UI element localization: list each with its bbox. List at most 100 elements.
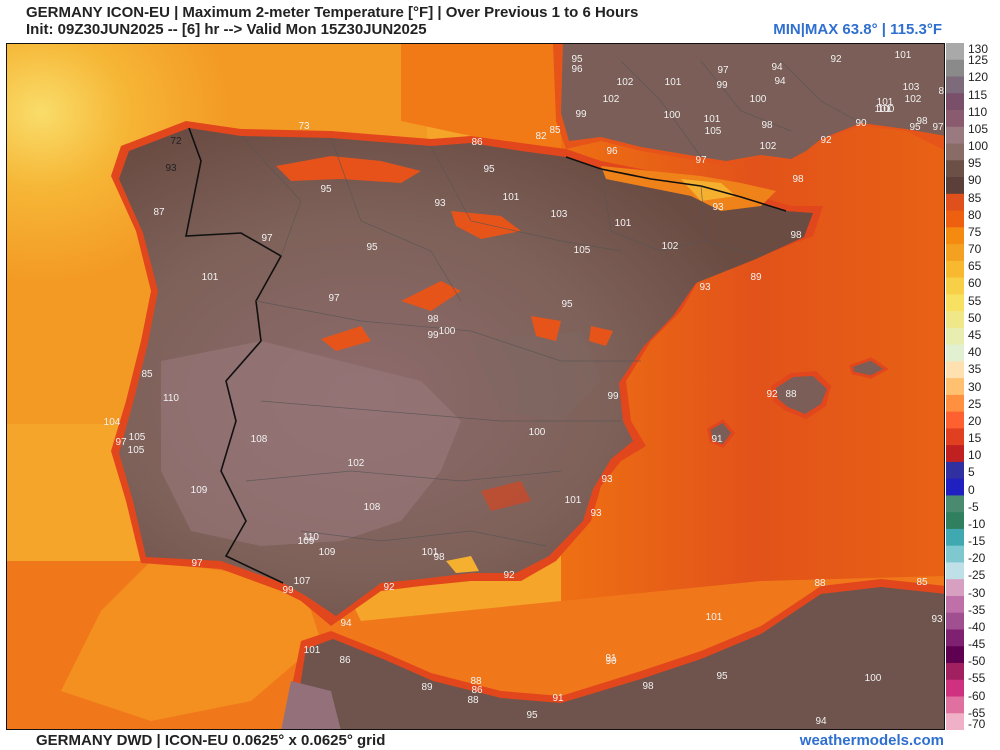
colorbar-tick-label: 125 — [968, 53, 989, 68]
colorbar-tick-label: 90 — [968, 173, 982, 188]
temperature-value: 103 — [551, 209, 568, 220]
temperature-value: 98 — [433, 552, 445, 563]
colorbar-tick-label: 120 — [968, 70, 989, 85]
colorbar-tick-label: 110 — [968, 104, 988, 119]
colorbar-tick-label: 40 — [968, 345, 982, 360]
colorbar-tick-label: -45 — [968, 637, 986, 652]
iberian-range-streak — [451, 211, 521, 239]
temperature-value: 95 — [561, 299, 573, 310]
temperature-value: 110 — [303, 532, 319, 543]
colorbar-tick-label: 130 — [968, 42, 989, 56]
colorbar-tick-label: -60 — [968, 688, 986, 703]
temperature-value: 102 — [603, 94, 620, 105]
temperature-value: 72 — [170, 136, 182, 147]
colorbar-swatch — [946, 177, 964, 195]
temperature-value: 87 — [153, 207, 165, 218]
colorbar-swatch — [946, 646, 964, 664]
temperature-value: 102 — [905, 94, 922, 105]
temperature-value: 104 — [104, 417, 121, 428]
min-max-label: MIN|MAX 63.8° | 115.3°F — [773, 21, 942, 38]
temperature-value: 102 — [348, 458, 365, 469]
temperature-value: 101 — [895, 50, 912, 61]
colorbar-swatch — [946, 361, 964, 379]
colorbar-swatch — [946, 562, 964, 580]
temperature-value: 96 — [571, 64, 583, 75]
colorbar-tick-label: 70 — [968, 242, 982, 257]
colorbar-tick-label: 55 — [968, 293, 982, 308]
temperature-value: 101 — [706, 612, 723, 623]
temperature-value: 101 — [875, 104, 892, 115]
temperature-value: 105 — [705, 126, 722, 137]
temperature-value: 97 — [717, 65, 729, 76]
colorbar-swatch — [946, 76, 964, 94]
country-borders — [185, 127, 787, 584]
colorbar-swatch — [946, 277, 964, 295]
temperature-value: 95 — [571, 54, 583, 65]
colorbar-swatch — [946, 445, 964, 463]
colorbar-swatch — [946, 696, 964, 714]
temperature-value: 94 — [774, 76, 786, 87]
temperature-value: 92 — [830, 54, 842, 65]
colorbar-swatch — [946, 528, 964, 547]
footer-site-link[interactable]: weathermodels.com — [799, 732, 944, 749]
temperature-value: 101 — [304, 645, 321, 656]
colorbar-tick-label: 10 — [968, 448, 982, 463]
colorbar-swatch — [946, 43, 964, 61]
pyrenees-border — [565, 156, 787, 212]
temperature-value: 85 — [916, 577, 928, 588]
colorbar-tick-label: -55 — [968, 671, 986, 686]
temperature-value: 100 — [865, 673, 882, 684]
temperature-value: 107 — [294, 576, 311, 587]
temperature-value: 82 — [535, 131, 547, 142]
temperature-value: 94 — [340, 618, 352, 629]
temperature-value: 101 — [422, 547, 439, 558]
temperature-value: 95 — [526, 710, 538, 721]
temperature-value: 97 — [115, 437, 127, 448]
colorbar-tick-label: 85 — [968, 190, 982, 205]
colorbar-swatch — [946, 679, 964, 697]
temperature-value: 91 — [552, 693, 564, 704]
temperature-value: 90 — [605, 656, 617, 667]
colorbar-swatch — [946, 227, 964, 245]
temperature-value: 88 — [814, 578, 826, 589]
temperature-value: 101 — [503, 192, 520, 203]
temperature-value: 99 — [427, 330, 439, 341]
temperature-value: 86 — [339, 655, 351, 666]
colorbar-tick-label: 25 — [968, 396, 982, 411]
colorbar-swatch — [946, 327, 964, 346]
colorbar-tick-label: -15 — [968, 534, 986, 549]
temperature-value: 102 — [617, 77, 634, 88]
colorbar-tick-label: 60 — [968, 276, 982, 291]
province-borders — [240, 60, 862, 547]
colorbar-tick-label: 100 — [968, 139, 989, 154]
temperature-value: 93 — [931, 614, 943, 625]
map-title: GERMANY ICON-EU | Maximum 2-meter Temper… — [26, 4, 639, 21]
temperature-value: 100 — [529, 427, 546, 438]
temperature-value: 91 — [711, 434, 723, 445]
temperature-value: 110 — [163, 393, 179, 404]
colorbar-tick-label: -30 — [968, 585, 986, 600]
colorbar-swatch — [946, 612, 964, 630]
colorbar-swatch — [946, 344, 964, 362]
colorbar-swatch — [946, 512, 964, 530]
temperature-value: 95 — [366, 242, 378, 253]
temperature-value: 99 — [607, 391, 619, 402]
colorbar-swatch — [946, 629, 964, 647]
temperature-value: 92 — [383, 582, 395, 593]
colorbar-tick-label: 45 — [968, 327, 982, 342]
map-subtitle: Init: 09Z30JUN2025 -- [6] hr --> Valid M… — [26, 21, 427, 38]
colorbar-swatch — [946, 411, 964, 429]
temperature-value: 105 — [129, 432, 146, 443]
footer-model-info: GERMANY DWD | ICON-EU 0.0625° x 0.0625° … — [36, 732, 386, 749]
colorbar-swatch — [946, 193, 964, 212]
portugal-border — [185, 127, 284, 584]
temperature-value: 92 — [766, 389, 778, 400]
temperature-value: 85 — [141, 369, 153, 380]
temperature-value: 86 — [471, 137, 483, 148]
temperature-value: 92 — [503, 570, 515, 581]
temperature-value: 101 — [665, 77, 682, 88]
temperature-value: 100 — [750, 94, 767, 105]
temperature-value: 93 — [699, 282, 711, 293]
menorca — [849, 357, 889, 379]
colorbar-tick-label: 80 — [968, 207, 982, 222]
